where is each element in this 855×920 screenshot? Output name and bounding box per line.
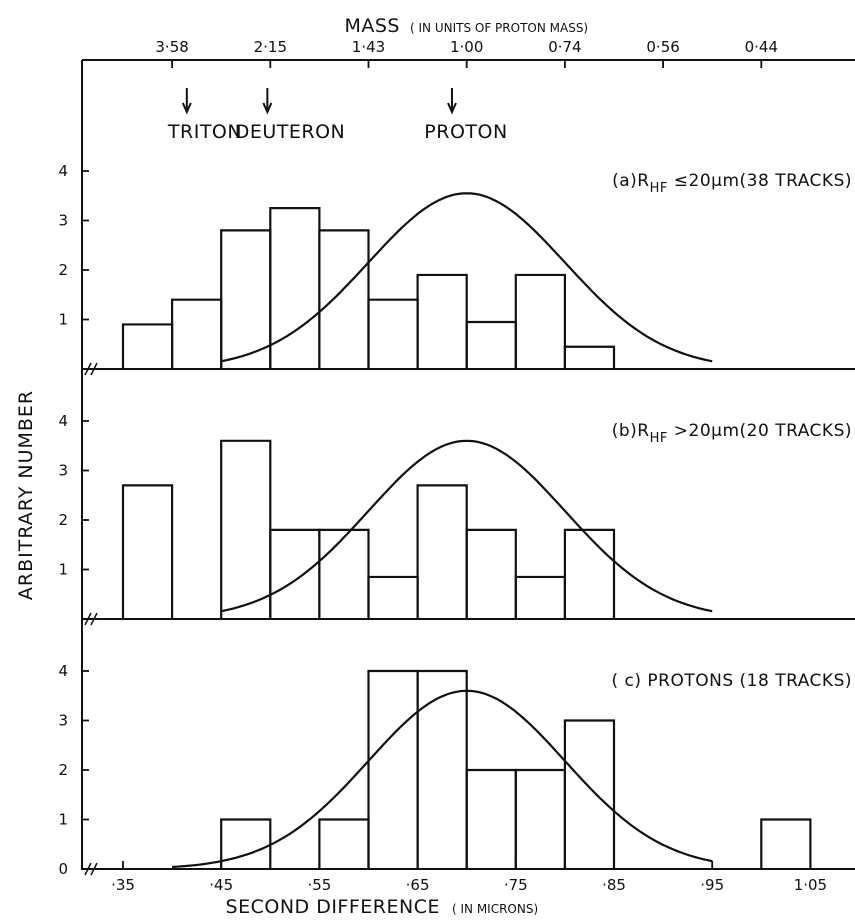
- panel-b-bar-9: [563, 528, 616, 619]
- panel-b: 1 2 3 4 (b)RHF >20μm(20 TRACKS): [58, 412, 855, 626]
- panel-c-axis-break: [84, 862, 98, 876]
- panel-a-axis-break: [84, 362, 98, 376]
- panel-b-label-main: (b)R: [612, 421, 650, 441]
- x-axis-title-note: ( IN MICRONS): [452, 902, 538, 916]
- panel-c-y-tick-label-0: 1: [58, 811, 68, 829]
- panel-a-bar-6: [416, 273, 468, 369]
- panel-c-bar-6: [514, 768, 566, 869]
- panel-b-axis-break: [84, 612, 98, 626]
- panel-a-bar-4: [318, 229, 370, 369]
- y-axis-title: ARBITRARY NUMBER: [15, 390, 37, 600]
- panel-b-label-subscript: HF: [650, 431, 668, 446]
- panel-a-label-subscript: HF: [650, 181, 668, 196]
- panel-b-bar-3: [269, 528, 321, 619]
- panel-c-y-tick-label-3: 4: [58, 662, 68, 680]
- top-tick-label-4: 0·74: [548, 38, 581, 56]
- x-tick-label-6: ·95: [700, 876, 724, 894]
- top-tick-label-6: 0·44: [745, 38, 778, 56]
- panel-b-bar-7: [465, 528, 517, 619]
- top-tick-label-3: 1·00: [450, 38, 483, 56]
- panel-c-y-tick-label-2: 3: [58, 712, 68, 730]
- panel-a-bar-3: [269, 207, 321, 369]
- panel-c-fit-curve: [172, 689, 713, 869]
- top-tick-label-2: 1·43: [352, 38, 385, 56]
- panel-b-fit-curve: [220, 439, 713, 613]
- panel-a-label: (a)RHF ≤20μm(38 TRACKS): [612, 171, 852, 196]
- marker-arrow-head-0: [181, 102, 192, 115]
- panel-a-y-tick-label-1: 2: [58, 261, 68, 279]
- panel-b-y-tick-label-1: 2: [58, 511, 68, 529]
- panel-b-y-tick-label-0: 1: [58, 561, 68, 579]
- panel-a-label-rest: ≤20μm(38 TRACKS): [668, 171, 852, 191]
- panel-b-bar-0: [121, 484, 174, 619]
- marker-label-2: PROTON: [424, 121, 507, 143]
- marker-label-1: DEUTERON: [235, 121, 346, 143]
- panel-b-bar-8: [514, 575, 566, 619]
- x-tick-label-0: ·35: [111, 876, 135, 894]
- top-tick-label-1: 2·15: [254, 38, 287, 56]
- panel-c-y-zero-label: 0: [58, 860, 68, 878]
- panel-a-bar-5: [367, 298, 419, 369]
- panel-c-bar-2: [318, 818, 370, 869]
- panel-c: 1 2 3 4 0 ( c) PROTONS (18 TRACKS): [58, 662, 855, 878]
- x-axis-title: SECOND DIFFERENCE: [226, 896, 440, 918]
- panel-a-bar-0: [121, 323, 174, 369]
- panel-c-bar-4: [416, 669, 468, 869]
- panel-a-y-tick-label-0: 1: [58, 311, 68, 329]
- panel-a-bar-8: [514, 273, 566, 369]
- panel-a-y-tick-label-2: 3: [58, 212, 68, 230]
- top-axis-title-note: ( IN UNITS OF PROTON MASS): [410, 21, 588, 35]
- x-axis-ticks: ·35 ·45 ·55 ·65 ·75 ·85 ·95 1·05: [111, 861, 827, 894]
- panel-b-bar-6: [416, 484, 468, 619]
- panel-c-label-main: ( c) PROTONS (18 TRACKS): [612, 671, 853, 691]
- panel-b-label-rest: >20μm(20 TRACKS): [668, 421, 852, 441]
- marker-arrow-head-1: [262, 102, 273, 115]
- panel-c-bar-3: [367, 669, 419, 869]
- x-tick-label-3: ·65: [406, 876, 430, 894]
- marker-arrow-head-2: [447, 102, 457, 115]
- panel-a-bar-1: [171, 298, 223, 369]
- panel-a-fit-curve: [220, 192, 713, 363]
- panel-c-bar-5: [465, 768, 517, 869]
- panel-a-label-main: (a)R: [612, 171, 650, 191]
- panel-b-bar-5: [367, 575, 419, 619]
- panel-c-bar-0: [220, 818, 272, 869]
- panel-b-bar-4: [318, 528, 370, 619]
- panel-a: 1 2 3 4 (a)RHF ≤20μm(38 TRACKS): [58, 162, 855, 376]
- x-tick-label-2: ·55: [307, 876, 331, 894]
- x-tick-label-5: ·85: [602, 876, 626, 894]
- panel-c-label: ( c) PROTONS (18 TRACKS): [612, 671, 853, 691]
- panel-c-y-tick-label-1: 2: [58, 761, 68, 779]
- top-tick-label-0: 3·58: [155, 38, 188, 56]
- panel-b-y-tick-label-3: 4: [58, 412, 68, 430]
- panel-a-bar-7: [465, 320, 517, 369]
- panel-b-y-tick-label-2: 3: [58, 462, 68, 480]
- panel-c-bar-7: [563, 719, 616, 869]
- panel-a-y-tick-label-3: 4: [58, 162, 68, 180]
- top-axis-ticks: 3·58 2·15 1·43 1·00 0·74 0·56 0·44: [155, 38, 778, 68]
- panel-a-bar-9: [563, 345, 616, 369]
- top-tick-label-5: 0·56: [646, 38, 679, 56]
- x-tick-label-4: ·75: [504, 876, 528, 894]
- x-tick-label-1: ·45: [209, 876, 233, 894]
- marker-label-0: TRITON: [167, 121, 242, 143]
- panel-b-label: (b)RHF >20μm(20 TRACKS): [612, 421, 852, 446]
- panel-b-bar-2: [220, 439, 272, 619]
- top-axis-title: MASS: [344, 15, 400, 37]
- panel-c-bar-8: [760, 818, 812, 869]
- x-tick-label-7: 1·05: [794, 876, 827, 894]
